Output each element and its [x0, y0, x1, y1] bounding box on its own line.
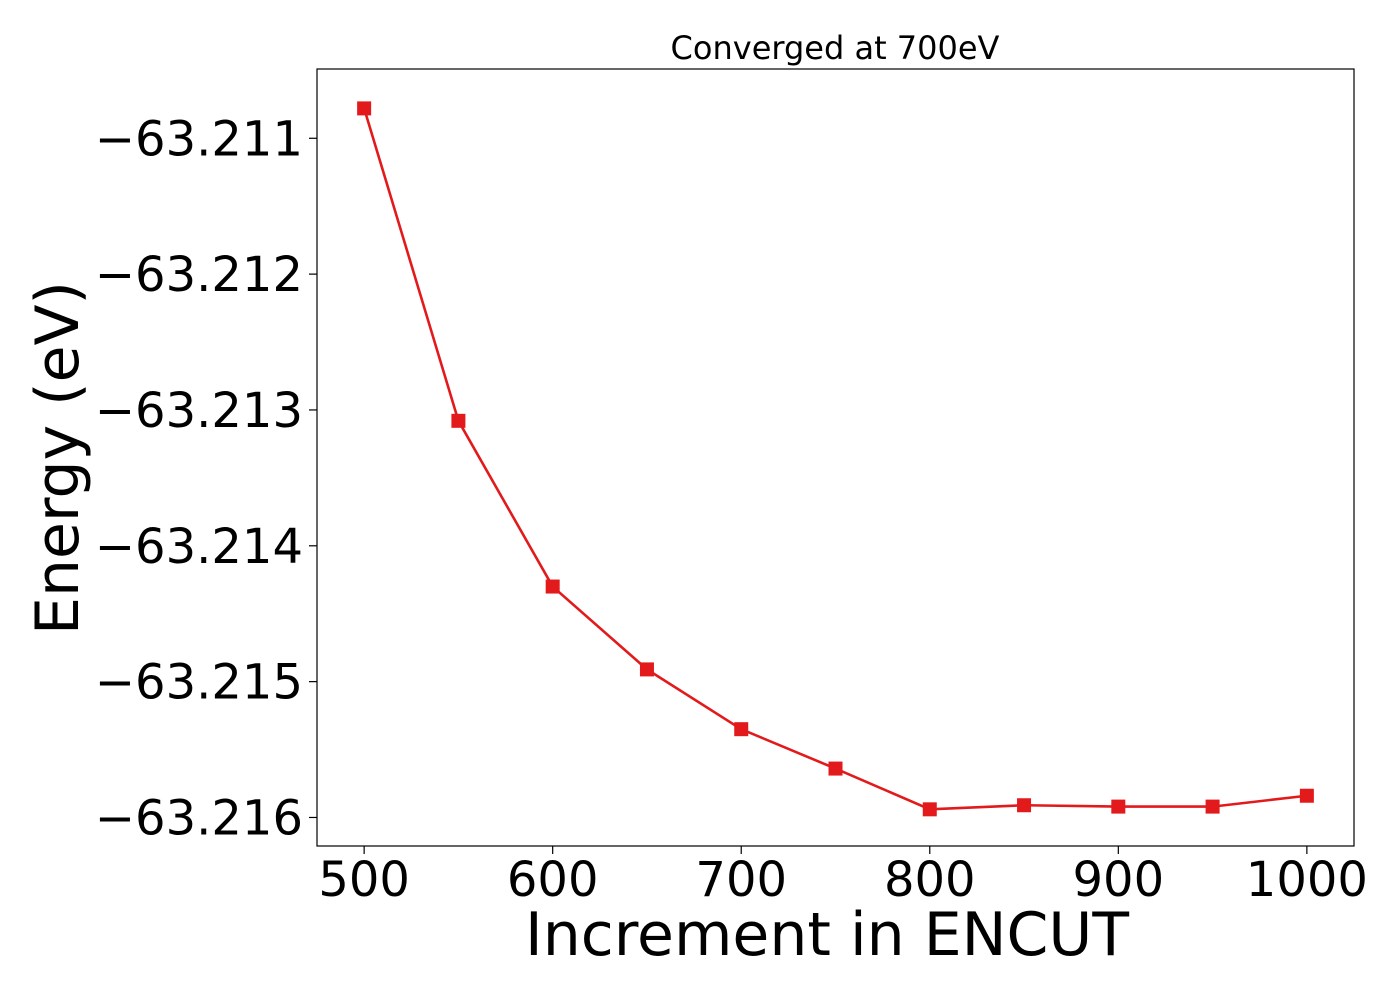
- data-series: [357, 101, 1314, 817]
- data-point-marker: [734, 722, 749, 737]
- data-point-marker: [545, 579, 560, 594]
- data-point-marker: [357, 101, 372, 116]
- data-point-marker: [828, 761, 843, 776]
- y-tick-label: −63.211: [95, 111, 303, 167]
- x-tick-label: 900: [1073, 852, 1165, 908]
- x-tick-label: 600: [507, 852, 599, 908]
- x-axis-ticks: 500 600 700 800 900 1000: [318, 846, 1368, 908]
- data-point-marker: [451, 413, 466, 428]
- x-tick-label: 500: [318, 852, 410, 908]
- data-point-marker: [1299, 788, 1314, 803]
- x-tick-label: 1000: [1246, 852, 1368, 908]
- y-tick-label: −63.216: [95, 790, 303, 846]
- data-point-marker: [922, 802, 937, 817]
- x-tick-label: 700: [695, 852, 787, 908]
- x-axis-label: Increment in ENCUT: [525, 900, 1129, 970]
- y-axis-ticks: −63.211 −63.212 −63.213 −63.214 −63.215 −63.2…: [95, 111, 317, 846]
- data-point-marker: [1111, 799, 1126, 814]
- data-point-marker: [639, 662, 654, 677]
- plot-area-frame: [316, 68, 1355, 847]
- y-tick-label: −63.213: [95, 383, 303, 439]
- data-point-marker: [1205, 799, 1220, 814]
- y-tick-label: −63.215: [95, 655, 303, 711]
- series-line: [362, 108, 1308, 811]
- x-tick-label: 800: [884, 852, 976, 908]
- chart-title: Converged at 700eV: [671, 29, 1000, 67]
- y-tick-label: −63.214: [95, 519, 303, 575]
- data-point-marker: [1017, 798, 1032, 813]
- y-tick-label: −63.212: [95, 247, 303, 303]
- y-axis-label: Energy (eV): [23, 281, 93, 635]
